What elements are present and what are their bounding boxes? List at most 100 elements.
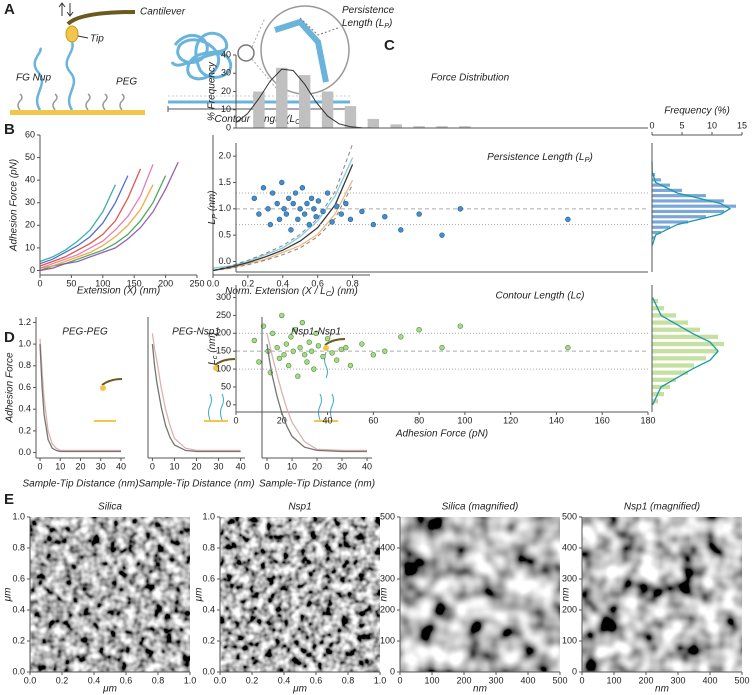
point [334,357,340,363]
bar [652,313,676,318]
zoom-circle [237,44,255,62]
x-tick-label: 140 [549,415,564,425]
point [297,344,303,351]
point [324,190,331,196]
label-part: Persistence [342,5,395,16]
x-tick-label: 400 [702,675,717,685]
bar [652,225,670,229]
y-tick-label: 400 [562,542,577,552]
point [347,216,354,223]
point [256,211,262,217]
point [338,346,344,353]
x-tick-label: 20 [75,461,85,471]
zoom-lines [251,17,277,89]
point [251,337,258,344]
x-tick-label: 0 [37,278,42,288]
point [288,227,294,233]
point [313,214,319,220]
y-tick-label: 100 [380,635,395,645]
chart-title-part: Persistence Length (L [487,152,584,163]
y-tick-label: 200 [562,604,577,614]
bar [652,209,724,214]
chart-title: Silica (magnified) [442,502,519,513]
point [311,206,317,212]
y-axis-label: % Frequency [207,61,218,121]
data-line [151,333,241,452]
y-tick-label: 0 [226,122,231,132]
afm-image [220,517,380,672]
bar [652,377,676,382]
x-tick-label: 1.0 [374,675,387,685]
point [329,219,335,225]
panel-label: A [4,1,15,18]
label: FG Nup [16,73,51,84]
cantilever [66,10,136,26]
panel-label: E [4,491,14,508]
y-axis-label-part: c [210,355,219,359]
x-tick-label: 40 [323,415,333,425]
bar [321,91,334,128]
point [276,216,283,223]
point [457,206,464,212]
point [292,327,299,333]
afm-image [582,517,742,672]
y-tick-label: 300 [216,292,231,302]
bar [253,91,265,128]
point [269,190,276,196]
pointer [77,35,89,39]
chart-title: Persistence Length (LP) [487,152,593,164]
x-tick-label: 20 [191,461,201,471]
point [299,319,306,326]
inset-tip [323,345,329,351]
tip [65,25,79,43]
y-tick-label: 0.8 [12,542,25,552]
x-tick-label: 20 [277,415,287,425]
point [283,341,290,347]
inset-substrate [94,420,116,422]
panel-label: C [384,37,395,54]
point [329,350,335,356]
x-tick-label: 0 [150,461,155,471]
x-tick-label: 0.6 [120,675,133,685]
y-tick-label: 20 [25,220,35,230]
x-tick-label: 20 [312,461,322,471]
y-tick-label: 2.0 [218,151,231,161]
y-tick-label: 0.6 [202,573,215,583]
data-line [39,344,121,453]
point [281,206,287,212]
x-axis-label: nm [655,684,669,695]
bar [652,236,655,240]
y-tick-label: 1.0 [12,511,25,521]
y-tick-label: 30 [221,68,231,78]
bar [652,399,658,404]
x-tick-label: 0 [579,675,584,685]
point [308,348,315,354]
point [315,343,322,349]
chart-title: Nsp1-Nsp1 [291,327,341,338]
bar [652,349,718,354]
point [382,214,388,220]
point [279,312,285,319]
y-tick-label: 30 [25,197,35,207]
chart-title-part: P [584,155,589,164]
y-tick-label: 0.4 [202,604,215,614]
point [279,179,285,186]
x-tick-label: 500 [734,675,749,685]
bar [652,370,688,375]
chart-title: PEG-Nsp1 [172,327,220,338]
data-line [39,338,121,452]
bar [652,220,688,224]
x-tick-label: 300 [488,675,503,685]
point [295,373,301,379]
y-axis-label: Adhesion Force [5,352,16,423]
point [306,221,312,228]
inset-tip [100,385,106,391]
point [416,211,422,217]
point [398,334,404,340]
x-tick-label: 40 [116,461,126,471]
x-tick-label: 0.0 [207,278,220,288]
point [320,353,326,360]
y-tick-label: 0.0 [18,447,31,457]
point [304,200,310,207]
